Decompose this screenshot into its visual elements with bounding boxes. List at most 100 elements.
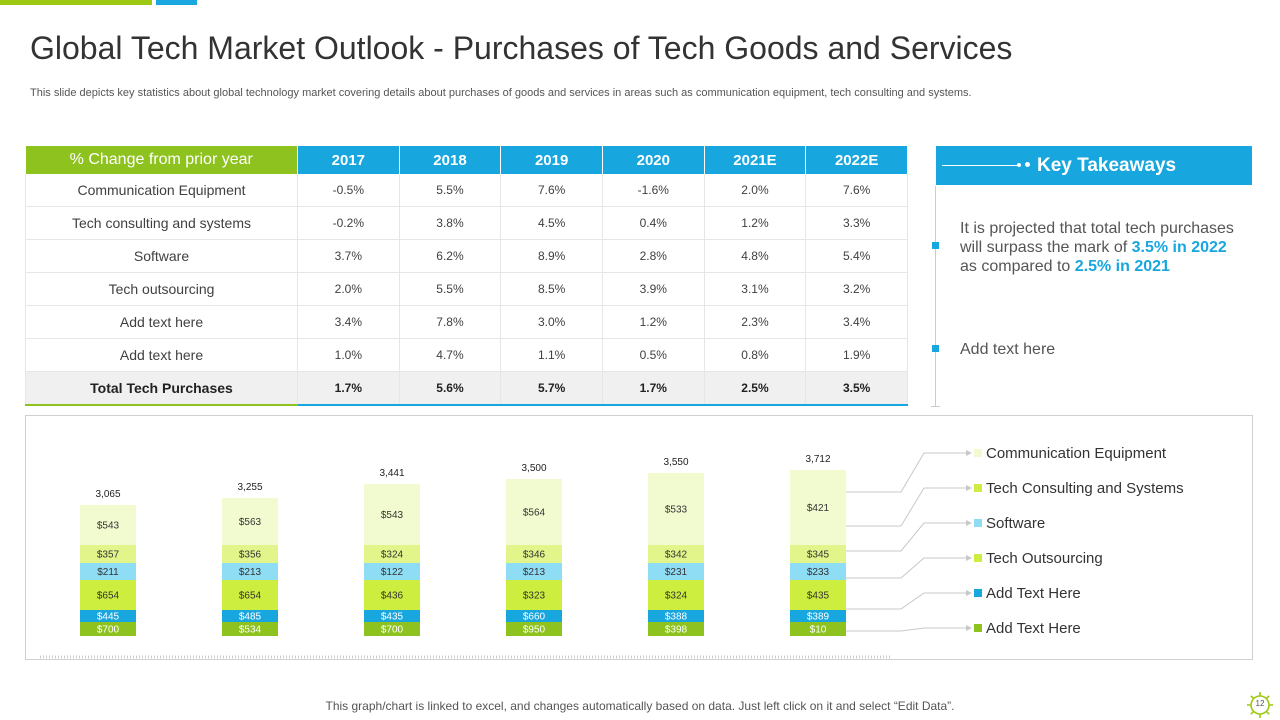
bar-segment xyxy=(222,610,278,622)
bar-segment xyxy=(506,622,562,636)
legend-leader-line xyxy=(846,522,966,552)
legend-label: Software xyxy=(986,515,1045,532)
bar-value-label: $389 xyxy=(807,612,830,623)
legend-leader-line xyxy=(846,452,966,493)
bar-value-label: $10 xyxy=(810,625,827,636)
row-label: Total Tech Purchases xyxy=(25,371,298,406)
table-row: Tech outsourcing 2.0% 5.5% 8.5% 3.9% 3.1% 3.2% xyxy=(25,272,908,306)
table-cell: 3.4% xyxy=(805,305,908,339)
takeaways-timeline xyxy=(935,186,936,407)
legend-leader-line xyxy=(846,557,966,579)
bar-segment xyxy=(364,484,420,545)
legend-swatch xyxy=(974,484,982,492)
bar-value-label: $533 xyxy=(665,505,688,516)
bar-value-label: $950 xyxy=(523,625,546,636)
bar-value-label: $564 xyxy=(523,508,546,519)
bar-value-label: $357 xyxy=(97,550,120,561)
table-cell: 0.8% xyxy=(704,338,807,372)
table-cell: 1.0% xyxy=(297,338,400,372)
row-label: Add text here xyxy=(25,338,298,372)
year-header: 2018 xyxy=(399,146,502,174)
header-decor-line xyxy=(942,165,1018,166)
bar-segment xyxy=(222,545,278,563)
year-header: 2020 xyxy=(602,146,705,174)
bar-value-label: $445 xyxy=(97,612,120,623)
page-subtitle: This slide depicts key statistics about … xyxy=(30,87,972,99)
table-cell: 1.9% xyxy=(805,338,908,372)
legend-swatch xyxy=(974,589,982,597)
bar-total-label: 3,550 xyxy=(663,457,688,468)
stacked-bar-chart: $700 $445 $654 $211 $357 $543 3,065 $534 $485 $65… xyxy=(40,445,1184,659)
bar-value-label: $398 xyxy=(665,625,688,636)
key-takeaways-header: Key Takeaways xyxy=(936,146,1252,185)
bar-segment xyxy=(506,610,562,622)
legend-swatch xyxy=(974,519,982,527)
bar-value-label: $534 xyxy=(239,625,262,636)
bar-segment xyxy=(80,545,136,563)
legend-label: Tech Outsourcing xyxy=(986,550,1103,567)
table-cell: 3.1% xyxy=(704,272,807,306)
table-cell: 2.3% xyxy=(704,305,807,339)
table-cell: 8.5% xyxy=(500,272,603,306)
table-cell: 0.5% xyxy=(602,338,705,372)
table-row: Tech consulting and systems -0.2% 3.8% 4.5%… xyxy=(25,206,908,240)
bar-value-label: $231 xyxy=(665,567,688,578)
bar-total-label: 3,441 xyxy=(379,468,404,479)
row-label: Tech consulting and systems xyxy=(25,206,298,240)
bar-value-label: $356 xyxy=(239,550,262,561)
bar-total-label: 3,255 xyxy=(237,482,262,493)
legend-leader-arrow xyxy=(966,485,972,491)
table-cell: 5.5% xyxy=(399,272,502,306)
table-cell: 5.5% xyxy=(399,174,502,207)
bar-segment xyxy=(648,473,704,545)
bar-value-label: $324 xyxy=(381,550,404,561)
table-cell: 3.0% xyxy=(500,305,603,339)
table-cell: 2.0% xyxy=(297,272,400,306)
table-cell: 7.6% xyxy=(500,174,603,207)
year-header: 2017 xyxy=(297,146,400,174)
takeaway-text: as compared to xyxy=(960,258,1075,275)
bar-segment xyxy=(222,622,278,636)
accent-bar-green xyxy=(0,0,152,5)
bar-value-label: $660 xyxy=(523,612,546,623)
bar-segment xyxy=(80,580,136,610)
key-takeaways-title: Key Takeaways xyxy=(1037,155,1177,176)
year-header: 2019 xyxy=(500,146,603,174)
bar-segment xyxy=(790,610,846,622)
bar-segment xyxy=(506,580,562,610)
year-header: 2021E xyxy=(704,146,807,174)
table-cell: 2.0% xyxy=(704,174,807,207)
table-row: Add text here 1.0% 4.7% 1.1% 0.5% 0.8% 1.9% xyxy=(25,338,908,372)
table-cell: 1.7% xyxy=(602,371,705,406)
bar-value-label: $346 xyxy=(523,550,546,561)
table-cell: 5.7% xyxy=(500,371,603,406)
bar-segment xyxy=(790,563,846,580)
legend-leader-arrow xyxy=(966,625,972,631)
table-cell: 3.9% xyxy=(602,272,705,306)
legend-label: Communication Equipment xyxy=(986,445,1167,462)
table-cell: 3.4% xyxy=(297,305,400,339)
bar-value-label: $122 xyxy=(381,567,404,578)
bar-segment xyxy=(648,622,704,636)
header-decor-dot xyxy=(1017,163,1021,167)
table-cell: -1.6% xyxy=(602,174,705,207)
table-cell: 5.6% xyxy=(399,371,502,406)
table-cell: 3.5% xyxy=(805,371,908,406)
bar-value-label: $543 xyxy=(381,510,404,521)
footer-note: This graph/chart is linked to excel, and… xyxy=(325,699,955,713)
legend-swatch xyxy=(974,554,982,562)
bar-value-label: $435 xyxy=(381,612,404,623)
table-row: Software 3.7% 6.2% 8.9% 2.8% 4.8% 5.4% xyxy=(25,239,908,273)
bar-value-label: $421 xyxy=(807,503,830,514)
bar-value-label: $543 xyxy=(97,521,120,532)
legend-label: Add Text Here xyxy=(986,585,1081,602)
bar-segment xyxy=(364,610,420,622)
legend-leader-arrow xyxy=(966,450,972,456)
bar-segment xyxy=(506,479,562,545)
takeaway-highlight: 2.5% in 2021 xyxy=(1074,258,1170,275)
row-label: Communication Equipment xyxy=(25,174,298,207)
bar-segment xyxy=(506,563,562,580)
legend-leader-line xyxy=(846,592,966,610)
table-corner-header: % Change from prior year xyxy=(25,146,298,174)
table-cell: -0.2% xyxy=(297,206,400,240)
